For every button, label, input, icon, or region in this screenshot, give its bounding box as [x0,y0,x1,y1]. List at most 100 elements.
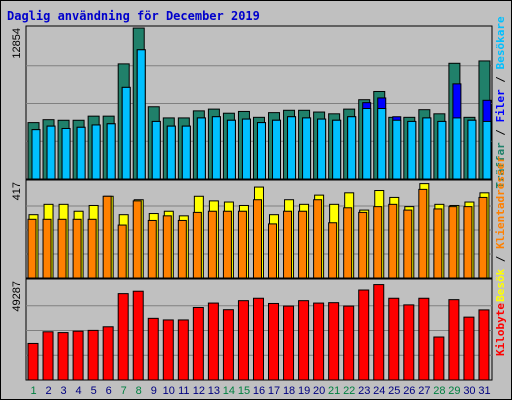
bar-klientadresser-day-14 [222,210,232,279]
day-label-1: 1 [30,385,36,397]
bar-kilobyte-day-20 [313,302,325,381]
bar-klientadresser-day-8 [132,200,142,279]
bar-klientadresser-day-1 [27,218,37,279]
bar-besokare-day-29 [452,117,462,180]
bar-klientadresser-day-5 [87,218,97,279]
day-label-9: 9 [151,385,157,397]
bar-besokare-day-8 [136,49,146,180]
day-label-17: 17 [268,385,280,397]
bar-klientadresser-day-4 [72,218,82,279]
legend-top: Träffar / Filer / Besökare [494,16,507,189]
bar-klientadresser-day-24 [373,206,383,279]
bar-kilobyte-day-5 [87,329,99,381]
day-label-19: 19 [298,385,310,397]
day-label-18: 18 [283,385,295,397]
bar-besokare-day-11 [181,125,191,180]
bar-kilobyte-day-11 [177,319,189,381]
legend-separator: / [494,122,507,142]
day-label-27: 27 [418,385,430,397]
legend-bottom: Kilobyte [494,303,507,356]
bar-kilobyte-day-4 [72,330,84,381]
day-label-4: 4 [76,385,82,397]
bar-kilobyte-day-10 [162,319,174,381]
bar-klientadresser-day-27 [418,188,428,279]
bar-klientadresser-day-2 [42,218,52,279]
bar-besokare-day-23 [362,108,372,180]
bar-kilobyte-day-22 [343,305,355,381]
bar-besokare-day-14 [226,119,236,180]
day-label-3: 3 [61,385,67,397]
bar-kilobyte-day-25 [388,297,400,381]
legend-item-klientadresser: Klientadresser [494,156,507,249]
bar-kilobyte-day-6 [102,326,114,381]
bar-besokare-day-18 [287,116,297,180]
bar-besokare-day-31 [482,120,492,180]
bar-kilobyte-day-18 [283,305,295,381]
bar-klientadresser-day-30 [463,206,473,279]
bar-besokare-day-12 [196,117,206,180]
day-label-8: 8 [136,385,142,397]
bar-besokare-day-20 [317,118,327,180]
bar-kilobyte-day-1 [27,342,39,381]
day-label-26: 26 [403,385,415,397]
bar-besokare-day-26 [407,120,417,180]
bar-klientadresser-day-11 [177,219,187,279]
day-label-30: 30 [463,385,475,397]
day-label-2: 2 [45,385,51,397]
chart-title: Daglig användning för December 2019 [7,9,260,23]
bar-kilobyte-day-30 [463,316,475,381]
bar-kilobyte-day-29 [448,299,460,381]
bar-kilobyte-day-28 [433,336,445,381]
bar-kilobyte-day-26 [403,304,415,381]
bar-besokare-day-16 [256,122,266,180]
day-label-6: 6 [106,385,112,397]
bar-klientadresser-day-18 [283,210,293,279]
day-axis: 1 2 3 4 5 6 7 8 9 10 11 12 13 14 15 16 17 18 19 20 21 22 23 24 2… [30,385,490,397]
max-label-top: 12854 [11,28,23,59]
bar-besokare-day-22 [347,116,357,180]
day-label-16: 16 [253,385,265,397]
bar-klientadresser-day-26 [403,209,413,279]
day-label-11: 11 [178,385,189,397]
bar-kilobyte-day-14 [222,309,234,381]
bar-kilobyte-day-31 [478,309,490,381]
bar-besokare-day-25 [392,119,402,180]
bar-kilobyte-day-27 [418,297,430,381]
day-label-7: 7 [121,385,127,397]
panel-bottom [25,278,493,381]
legend-middle: Besök / Klientadresser [494,156,507,302]
bar-kilobyte-day-9 [147,317,159,381]
bar-besokare-day-13 [211,116,221,180]
day-label-15: 15 [238,385,250,397]
bar-klientadresser-day-12 [192,211,202,279]
panel-top [25,25,493,180]
bar-klientadresser-day-13 [207,210,217,279]
day-label-25: 25 [388,385,400,397]
bar-besokare-day-28 [437,120,447,180]
bar-besokare-day-4 [76,126,86,180]
day-label-21: 21 [328,385,340,397]
legend-item-besokare: Besökare [494,16,507,69]
day-label-10: 10 [163,385,175,397]
bar-besokare-day-6 [106,123,116,180]
bar-besokare-day-24 [377,108,387,180]
bar-kilobyte-day-19 [298,300,310,381]
bar-kilobyte-day-17 [268,302,280,381]
bar-kilobyte-day-16 [252,297,264,381]
day-label-12: 12 [193,385,205,397]
bar-besokare-day-3 [61,127,71,180]
bar-besokare-day-10 [166,125,176,180]
bar-besokare-day-27 [422,117,432,180]
bar-klientadresser-day-31 [478,196,488,279]
bar-klientadresser-day-22 [343,207,353,279]
bar-kilobyte-day-12 [192,306,204,381]
day-label-5: 5 [91,385,97,397]
day-label-23: 23 [358,385,370,397]
day-label-14: 14 [223,385,235,397]
bar-klientadresser-day-17 [268,223,278,279]
bar-besokare-day-2 [46,125,56,180]
bar-klientadresser-day-16 [252,199,262,279]
bar-besokare-day-1 [31,129,41,180]
bar-besokare-day-17 [272,119,282,180]
